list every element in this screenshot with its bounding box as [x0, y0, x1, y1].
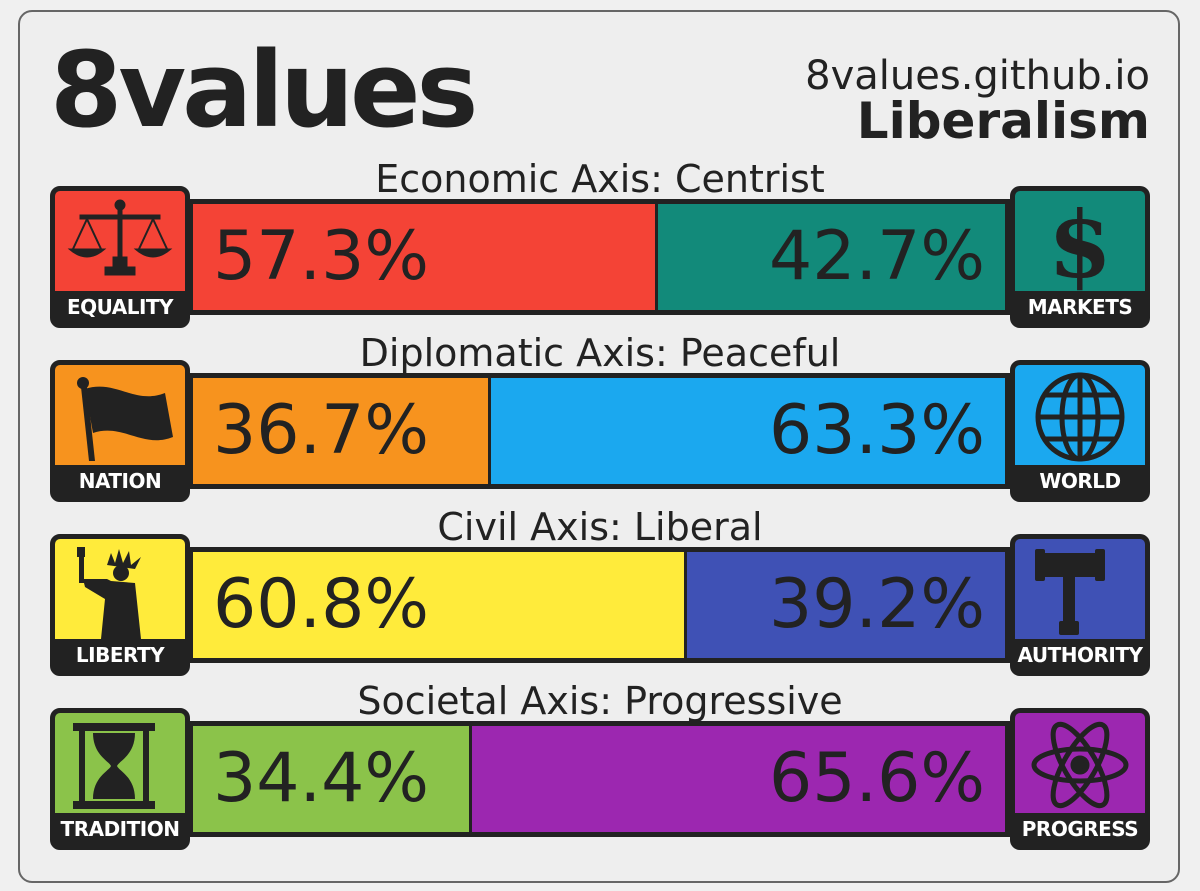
dollar-icon: $ — [1015, 191, 1145, 291]
tradition-label: TRADITION — [60, 817, 180, 841]
liberty-value: 60.8% — [213, 565, 430, 644]
world-label: WORLD — [1039, 469, 1121, 493]
hourglass-icon — [55, 713, 185, 813]
economic-axis-bar: 57.3% 42.7% — [188, 199, 1010, 315]
tradition-box: TRADITION — [50, 708, 190, 850]
progress-box: PROGRESS — [1010, 708, 1150, 850]
world-box: WORLD — [1010, 360, 1150, 502]
app-title: 8values — [50, 29, 478, 151]
atom-icon — [1015, 713, 1145, 813]
globe-icon — [1015, 365, 1145, 465]
civil-axis-bar: 60.8% 39.2% — [188, 547, 1010, 663]
civil-axis-label: Civil Axis: Liberal — [437, 505, 763, 549]
statue-of-liberty-icon — [55, 539, 185, 639]
authority-label: AUTHORITY — [1017, 643, 1143, 667]
equality-segment: 57.3% — [193, 204, 659, 310]
svg-text:$: $ — [1048, 191, 1112, 291]
scales-icon — [55, 191, 185, 291]
authority-segment: 39.2% — [686, 552, 1005, 658]
markets-label: MARKETS — [1027, 295, 1133, 319]
liberty-box: LIBERTY — [50, 534, 190, 676]
equality-value: 57.3% — [213, 217, 430, 296]
world-segment: 63.3% — [491, 378, 1005, 484]
societal-axis-bar: 34.4% 65.6% — [188, 721, 1010, 837]
markets-box: $ MARKETS — [1010, 186, 1150, 328]
equality-box: EQUALITY — [50, 186, 190, 328]
ideology-name: Liberalism — [856, 92, 1150, 150]
societal-axis-label: Societal Axis: Progressive — [357, 679, 843, 723]
tradition-segment: 34.4% — [193, 726, 473, 832]
gavel-icon — [1015, 539, 1145, 639]
markets-segment: 42.7% — [658, 204, 1005, 310]
progress-value: 65.6% — [768, 739, 985, 818]
equality-label: EQUALITY — [66, 295, 174, 319]
world-value: 63.3% — [768, 391, 985, 470]
authority-box: AUTHORITY — [1010, 534, 1150, 676]
liberty-label: LIBERTY — [75, 643, 165, 667]
markets-value: 42.7% — [768, 217, 985, 296]
flag-icon — [55, 365, 185, 465]
diplomatic-axis-label: Diplomatic Axis: Peaceful — [359, 331, 841, 375]
nation-segment: 36.7% — [193, 378, 491, 484]
economic-axis-label: Economic Axis: Centrist — [375, 157, 825, 201]
tradition-value: 34.4% — [213, 739, 430, 818]
site-url: 8values.github.io — [805, 53, 1150, 99]
nation-label: NATION — [78, 469, 162, 493]
diplomatic-axis-bar: 36.7% 63.3% — [188, 373, 1010, 489]
progress-label: PROGRESS — [1021, 817, 1139, 841]
liberty-segment: 60.8% — [193, 552, 687, 658]
progress-segment: 65.6% — [472, 726, 1005, 832]
authority-value: 39.2% — [768, 565, 985, 644]
nation-box: NATION — [50, 360, 190, 502]
nation-value: 36.7% — [213, 391, 430, 470]
